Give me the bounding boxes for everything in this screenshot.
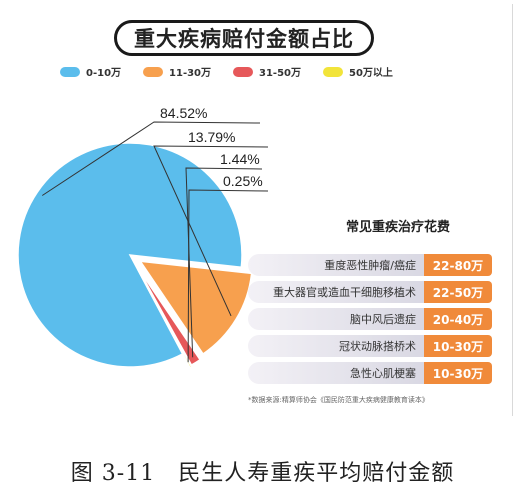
legend-label: 31-50万 xyxy=(259,68,301,79)
disease-name: 冠状动脉搭桥术 xyxy=(248,335,424,357)
cost-value: 10-30万 xyxy=(424,362,492,384)
figure-caption: 图 3-11 民生人寿重疾平均赔付金额 xyxy=(70,461,455,486)
cost-row: 冠状动脉搭桥术 10-30万 xyxy=(248,335,492,357)
disease-name: 重大器官或造血干细胞移植术 xyxy=(248,281,424,303)
slice-leader-line xyxy=(41,121,261,196)
legend-item: 11-30万 xyxy=(143,64,211,79)
chart-legend: 0-10万 11-30万 31-50万 50万以上 xyxy=(60,64,393,79)
chart-title: 重大疾病赔付金额占比 xyxy=(114,20,374,56)
legend-label: 0-10万 xyxy=(86,68,122,79)
cost-row: 重度恶性肿瘤/癌症 22-80万 xyxy=(248,254,492,276)
slice-leader-line xyxy=(185,167,263,358)
slice-percent-label: 84.52% xyxy=(160,105,207,121)
pie-slice xyxy=(136,268,193,369)
slice-percent-label: 13.79% xyxy=(188,129,235,145)
legend-item: 50万以上 xyxy=(323,64,393,79)
disease-name: 脑中风后遗症 xyxy=(248,308,424,330)
pie-slice xyxy=(138,260,253,355)
treatment-cost-title: 常见重疾治疗花费 xyxy=(346,220,451,235)
data-source-note: *数据来源:精算师协会《国民防范重大疾病健康教育读本》 xyxy=(248,396,429,404)
cost-row: 脑中风后遗症 20-40万 xyxy=(248,308,492,330)
slice-leader-line xyxy=(187,189,269,363)
disease-name: 重度恶性肿瘤/癌症 xyxy=(248,254,424,276)
cost-value: 10-30万 xyxy=(424,335,492,357)
legend-item: 0-10万 xyxy=(60,64,121,79)
slice-percent-label: 1.44% xyxy=(220,151,260,167)
legend-swatch xyxy=(60,66,80,77)
cost-row: 重大器官或造血干细胞移植术 22-50万 xyxy=(248,281,492,303)
disease-name: 急性心肌梗塞 xyxy=(248,362,424,384)
legend-swatch xyxy=(323,66,343,77)
legend-label: 50万以上 xyxy=(349,68,393,79)
cost-value: 20-40万 xyxy=(424,308,492,330)
pie-chart: 84.52% 13.79% 1.44% 0.25% xyxy=(17,105,269,369)
legend-swatch xyxy=(143,66,164,77)
slice-leader-line xyxy=(153,145,269,317)
slice-percent-label: 0.25% xyxy=(223,173,263,189)
legend-swatch xyxy=(233,66,254,77)
cost-row: 急性心肌梗塞 10-30万 xyxy=(248,362,492,384)
pie-slice xyxy=(136,266,202,367)
pie-slice xyxy=(17,142,243,368)
legend-item: 31-50万 xyxy=(233,64,301,79)
cost-value: 22-50万 xyxy=(424,281,492,303)
legend-label: 11-30万 xyxy=(169,68,212,79)
cost-value: 22-80万 xyxy=(424,254,492,276)
